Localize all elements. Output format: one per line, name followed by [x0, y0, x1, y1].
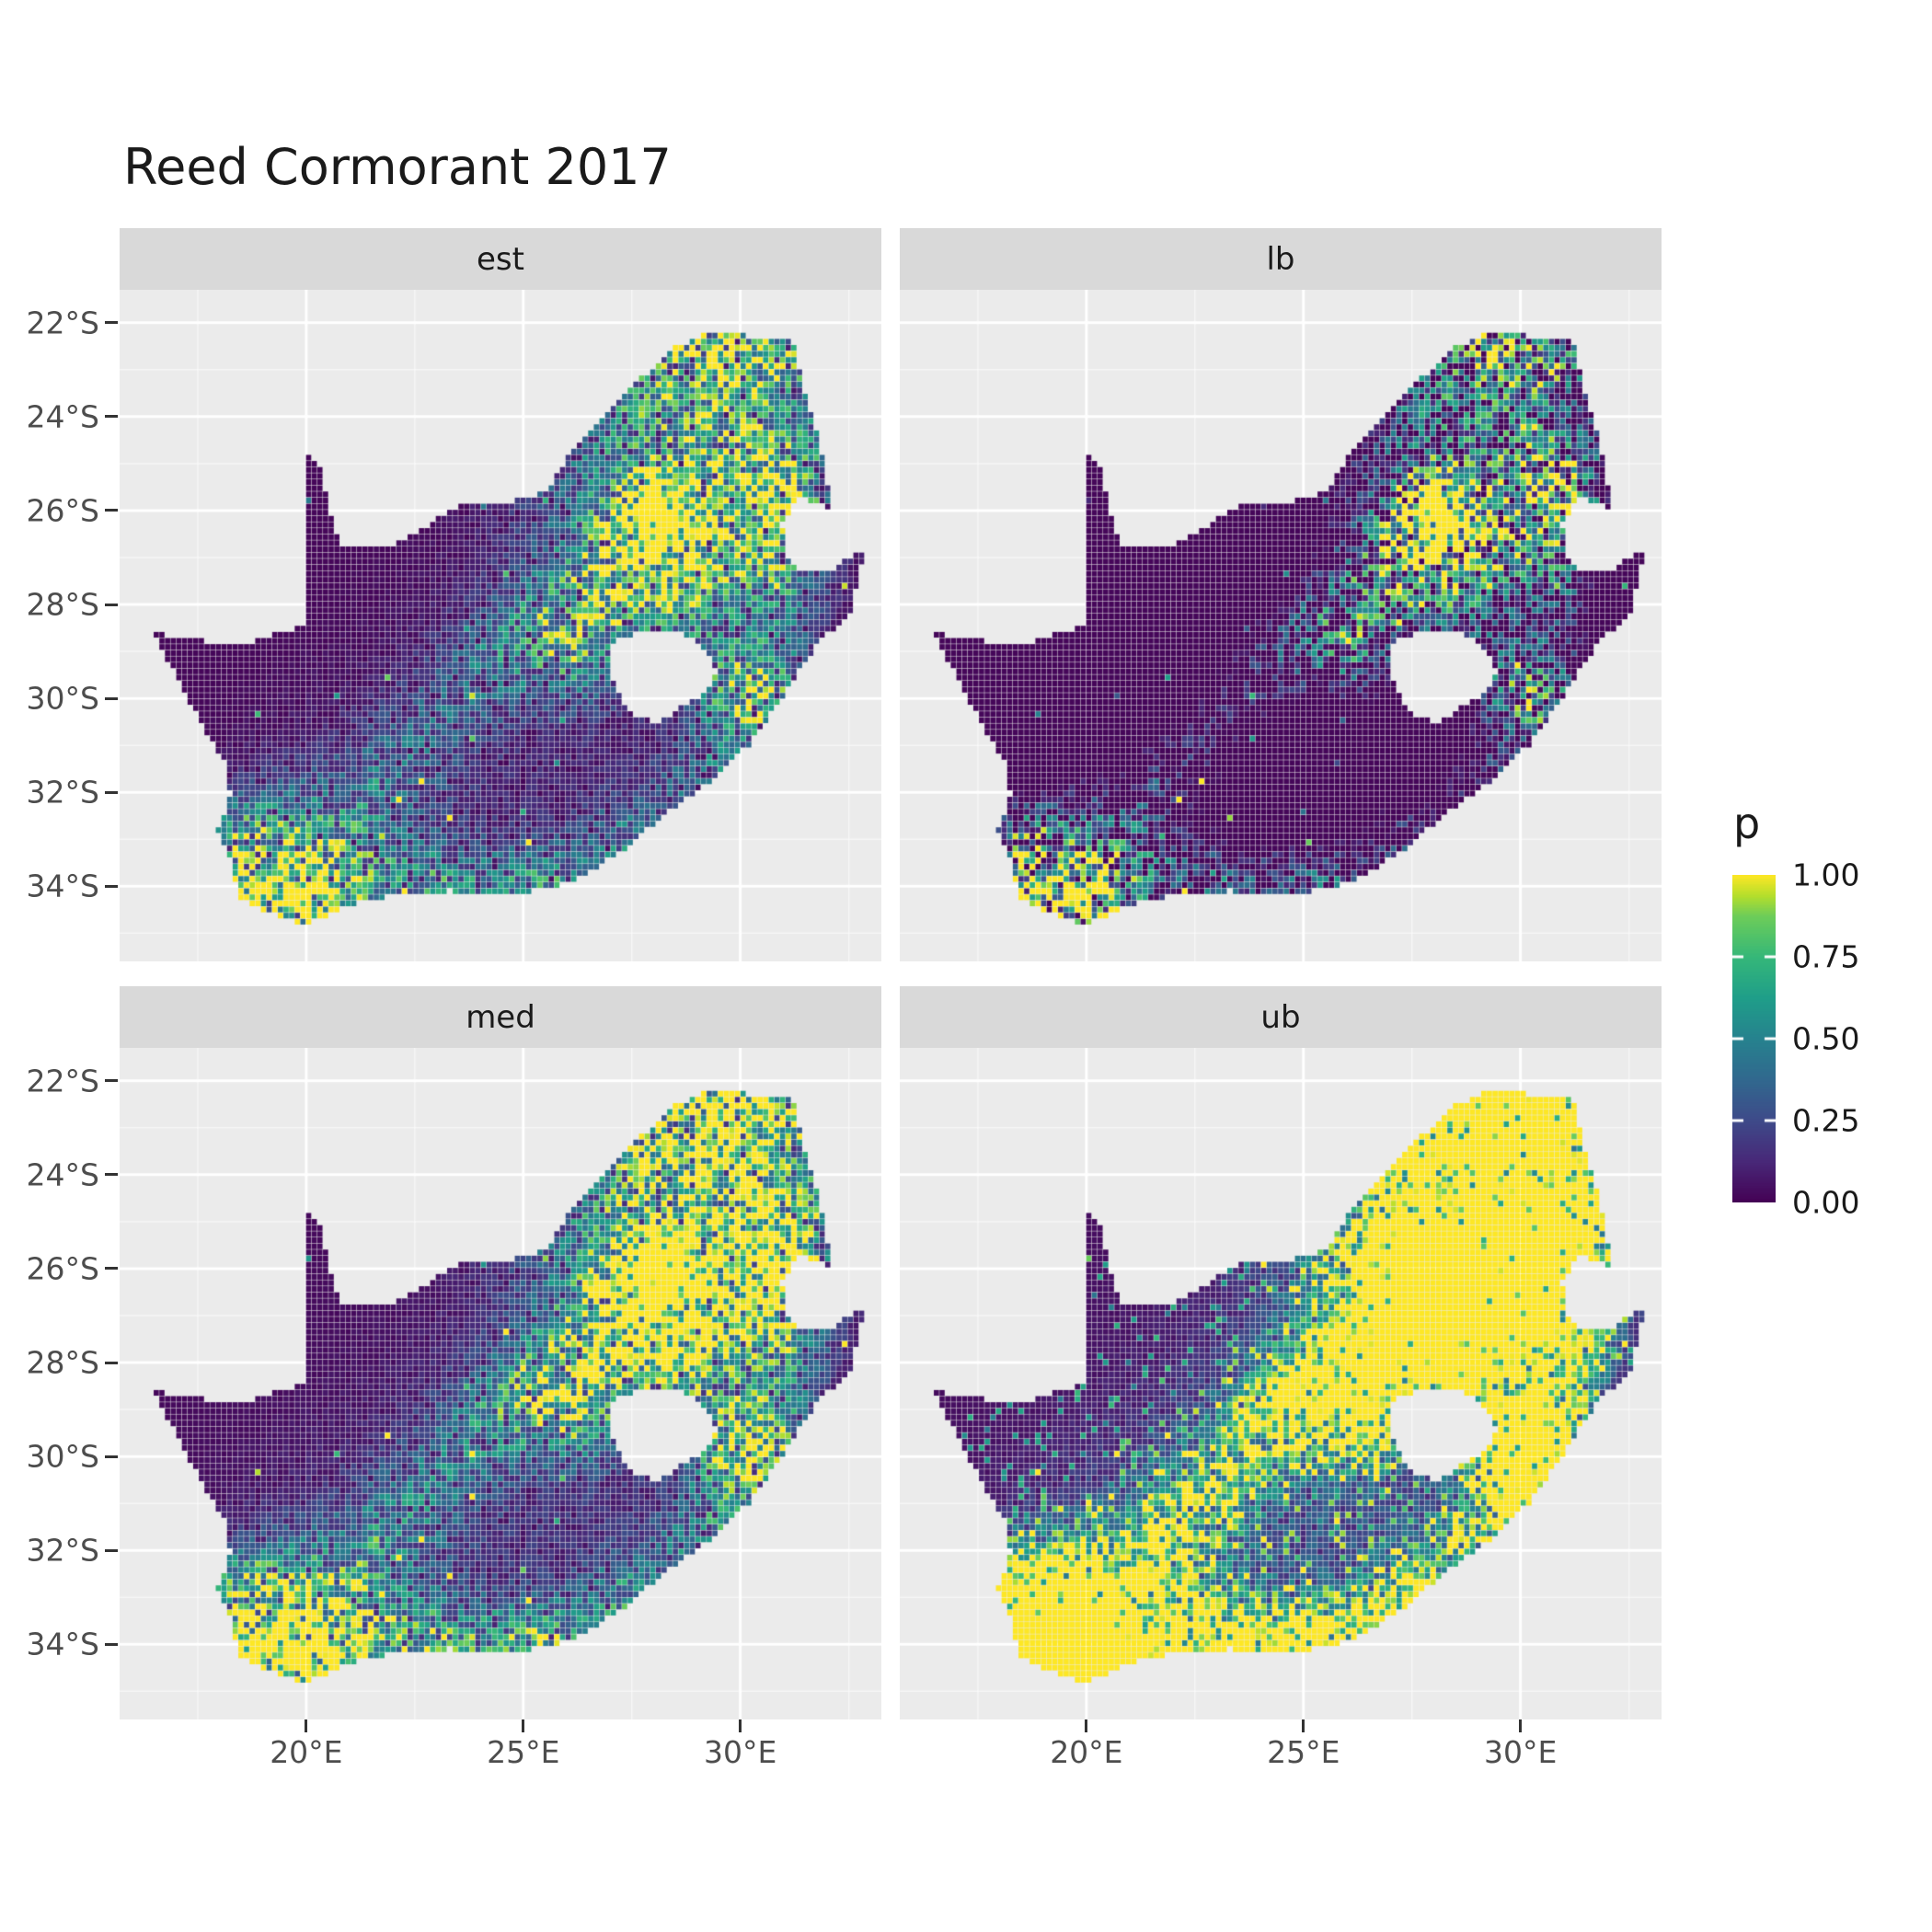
facet-strip-label-ub: ub	[1260, 998, 1301, 1036]
x-axis-tick-mark	[1302, 1719, 1305, 1732]
y-axis-tick-mark	[105, 1361, 118, 1364]
y-axis-tick-mark	[105, 1173, 118, 1177]
y-axis-tick-mark	[105, 1267, 118, 1271]
y-tick-label: 24°S	[26, 398, 99, 435]
x-tick-label: 25°E	[1267, 1734, 1340, 1770]
y-axis-tick-mark	[105, 1642, 118, 1646]
y-axis-tick-mark	[105, 415, 118, 419]
x-axis-tick-mark	[522, 1719, 525, 1732]
legend-colorbar	[1732, 875, 1776, 1202]
x-axis-tick-mark	[1085, 1719, 1088, 1732]
x-tick-label: 25°E	[487, 1734, 560, 1770]
y-tick-label: 24°S	[26, 1156, 99, 1193]
y-axis-tick-mark	[105, 696, 118, 700]
y-axis-tick-mark	[105, 509, 118, 512]
chart-title: Reed Cormorant 2017	[123, 138, 672, 196]
y-axis-tick-mark	[105, 1548, 118, 1552]
y-axis-tick-mark	[105, 603, 118, 606]
x-axis-tick-mark	[739, 1719, 742, 1732]
legend-tick-label: 0.00	[1792, 1184, 1860, 1221]
facet-strip-ub: ub	[900, 986, 1662, 1048]
y-axis-tick-mark	[105, 1079, 118, 1083]
facet-strip-est: est	[120, 228, 881, 290]
x-tick-label: 30°E	[1483, 1734, 1558, 1770]
x-tick-label: 20°E	[270, 1734, 343, 1770]
facet-strip-label-est: est	[477, 240, 524, 278]
y-tick-label: 34°S	[26, 1626, 99, 1662]
y-tick-label: 32°S	[26, 774, 99, 811]
y-tick-label: 28°S	[26, 1344, 99, 1381]
x-tick-label: 30°E	[703, 1734, 777, 1770]
legend-tick-label: 1.00	[1792, 857, 1860, 893]
y-tick-label: 34°S	[26, 868, 99, 904]
y-tick-label: 32°S	[26, 1532, 99, 1569]
x-tick-label: 20°E	[1050, 1734, 1123, 1770]
y-tick-label: 28°S	[26, 586, 99, 623]
x-axis-tick-mark	[305, 1719, 308, 1732]
legend-title: p	[1733, 799, 1761, 848]
y-tick-label: 30°S	[26, 680, 99, 717]
facet-strip-label-med: med	[466, 998, 535, 1036]
legend-tick-label: 0.50	[1792, 1020, 1860, 1057]
facet-map-med	[120, 1048, 881, 1719]
y-tick-label: 22°S	[26, 305, 99, 341]
facet-map-ub	[900, 1048, 1662, 1719]
y-axis-tick-mark	[105, 790, 118, 794]
y-tick-label: 22°S	[26, 1063, 99, 1099]
legend-tick-label: 0.75	[1792, 938, 1860, 975]
y-tick-label: 30°S	[26, 1438, 99, 1475]
facet-strip-label-lb: lb	[1266, 240, 1295, 278]
y-axis-tick-mark	[105, 321, 118, 325]
facet-map-lb	[900, 290, 1662, 961]
facet-strip-med: med	[120, 986, 881, 1048]
facet-strip-lb: lb	[900, 228, 1662, 290]
facet-map-est	[120, 290, 881, 961]
legend-tick-label: 0.25	[1792, 1102, 1860, 1139]
y-tick-label: 26°S	[26, 492, 99, 529]
y-tick-label: 26°S	[26, 1250, 99, 1287]
y-axis-tick-mark	[105, 1455, 118, 1458]
x-axis-tick-mark	[1519, 1719, 1523, 1732]
y-axis-tick-mark	[105, 884, 118, 888]
